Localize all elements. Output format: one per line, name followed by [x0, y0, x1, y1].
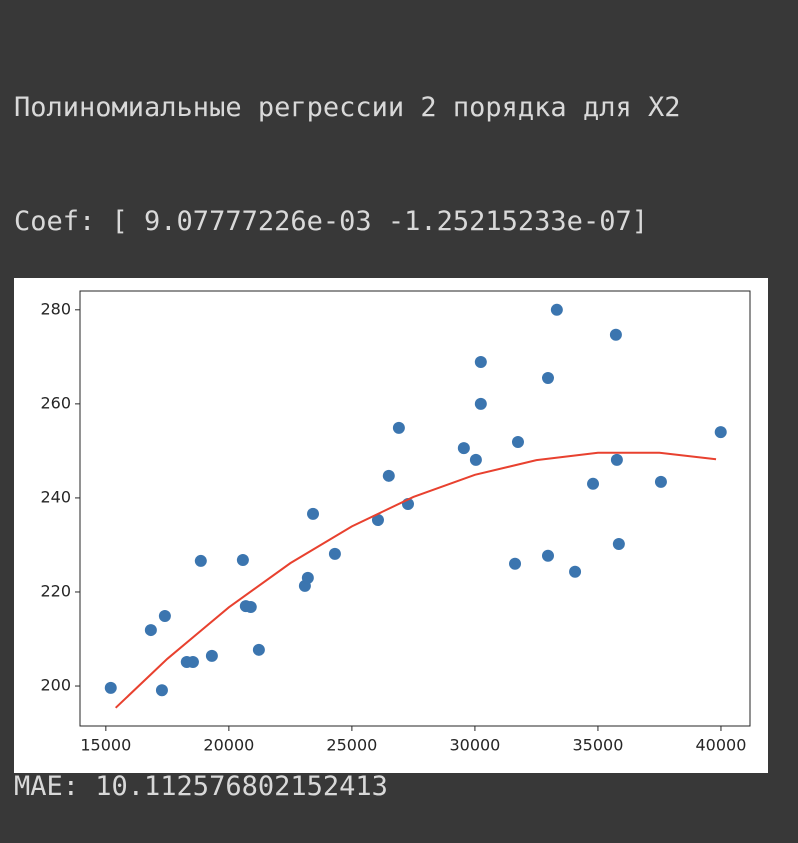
output-line: Coef: [ 9.07777226e-03 -1.25215233e-07] — [14, 205, 648, 237]
scatter-point — [714, 426, 727, 439]
page: Полиномиальные регрессии 2 порядка для X… — [14, 92, 768, 802]
scatter-point — [155, 684, 168, 697]
x-tick-label: 25000 — [326, 736, 377, 755]
scatter-point — [382, 469, 395, 482]
scatter-point — [301, 571, 314, 584]
scatter-point — [511, 435, 524, 448]
scatter-point — [244, 601, 257, 614]
scatter-point — [307, 507, 320, 520]
scatter-point — [328, 547, 341, 560]
scatter-point — [144, 624, 157, 637]
scatter-point — [392, 421, 405, 434]
x-tick-label: 20000 — [203, 736, 254, 755]
scatter-point — [610, 453, 623, 466]
scatter-point — [587, 477, 600, 490]
y-tick-label: 220 — [40, 581, 71, 600]
scatter-point — [205, 649, 218, 662]
x-tick-label: 30000 — [449, 736, 500, 755]
fit-line — [114, 451, 717, 709]
chart: 15000 20000 25000 30000 35000 40000 200 220 240 2… — [14, 278, 768, 773]
scatter-point — [612, 538, 625, 551]
scatter-point — [457, 442, 470, 455]
scatter-point — [541, 372, 554, 384]
scatter-point — [541, 549, 554, 562]
scatter-point — [509, 557, 522, 570]
scatter-point — [550, 303, 563, 316]
scatter-point — [104, 681, 117, 694]
scatter-point — [158, 609, 171, 622]
scatter-point — [236, 553, 249, 566]
scatter-point — [371, 514, 384, 527]
output-line: Полиномиальные регрессии 2 порядка для X… — [14, 92, 681, 124]
y-tick-label: 280 — [40, 299, 71, 318]
y-tick-label: 200 — [40, 676, 71, 695]
scatter-point — [569, 565, 582, 578]
scatter-point — [186, 656, 199, 669]
scatter-point — [469, 453, 482, 466]
scatter-point — [474, 356, 487, 369]
x-tick-label: 40000 — [696, 736, 747, 755]
scatter-point — [252, 643, 265, 656]
scatter-point — [474, 397, 487, 410]
y-tick-label: 240 — [40, 487, 71, 506]
y-tick-label: 260 — [40, 393, 71, 412]
output-line: MAE: 10.112576802152413 — [14, 770, 388, 802]
scatter-point — [194, 554, 207, 567]
plot-frame — [79, 290, 751, 727]
scatter-point — [654, 475, 667, 488]
scatter-point — [609, 328, 622, 341]
x-tick-label: 35000 — [572, 736, 623, 755]
x-tick-label: 15000 — [80, 736, 131, 755]
